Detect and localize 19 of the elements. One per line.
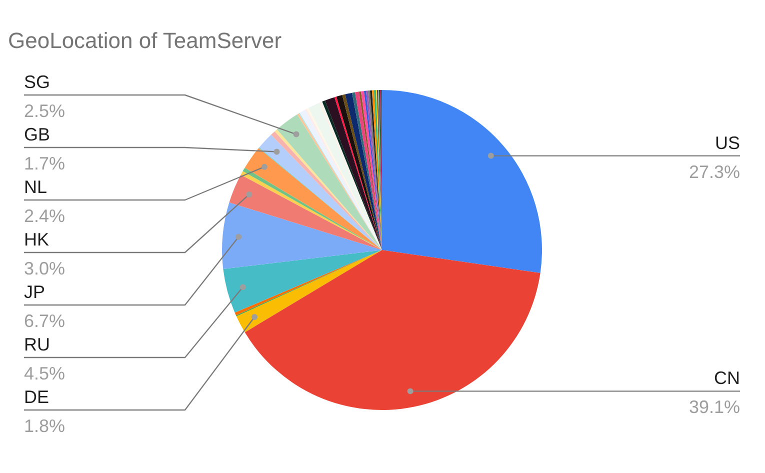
slice-label: RU xyxy=(24,334,50,354)
data-label: 4.5% xyxy=(24,364,66,384)
data-label: 1.8% xyxy=(24,416,66,436)
data-label: 39.1% xyxy=(688,397,740,418)
data-label: 1.7% xyxy=(24,154,66,174)
data-label: 27.3% xyxy=(688,162,740,182)
slice-label: CN xyxy=(714,368,740,388)
slice-label: HK xyxy=(24,230,50,250)
slice-label: SG xyxy=(24,72,50,92)
slice-label: DE xyxy=(24,387,50,407)
slice-label: JP xyxy=(24,282,46,302)
chart-title: GeoLocation of TeamServer xyxy=(8,28,282,53)
data-label: 6.7% xyxy=(24,311,66,331)
slice-label: NL xyxy=(24,177,48,197)
data-label: 3.0% xyxy=(24,258,66,278)
slice-label: US xyxy=(714,132,740,153)
data-label: 2.4% xyxy=(24,206,66,226)
slice-label: GB xyxy=(24,124,50,144)
data-label: 2.5% xyxy=(24,101,66,121)
